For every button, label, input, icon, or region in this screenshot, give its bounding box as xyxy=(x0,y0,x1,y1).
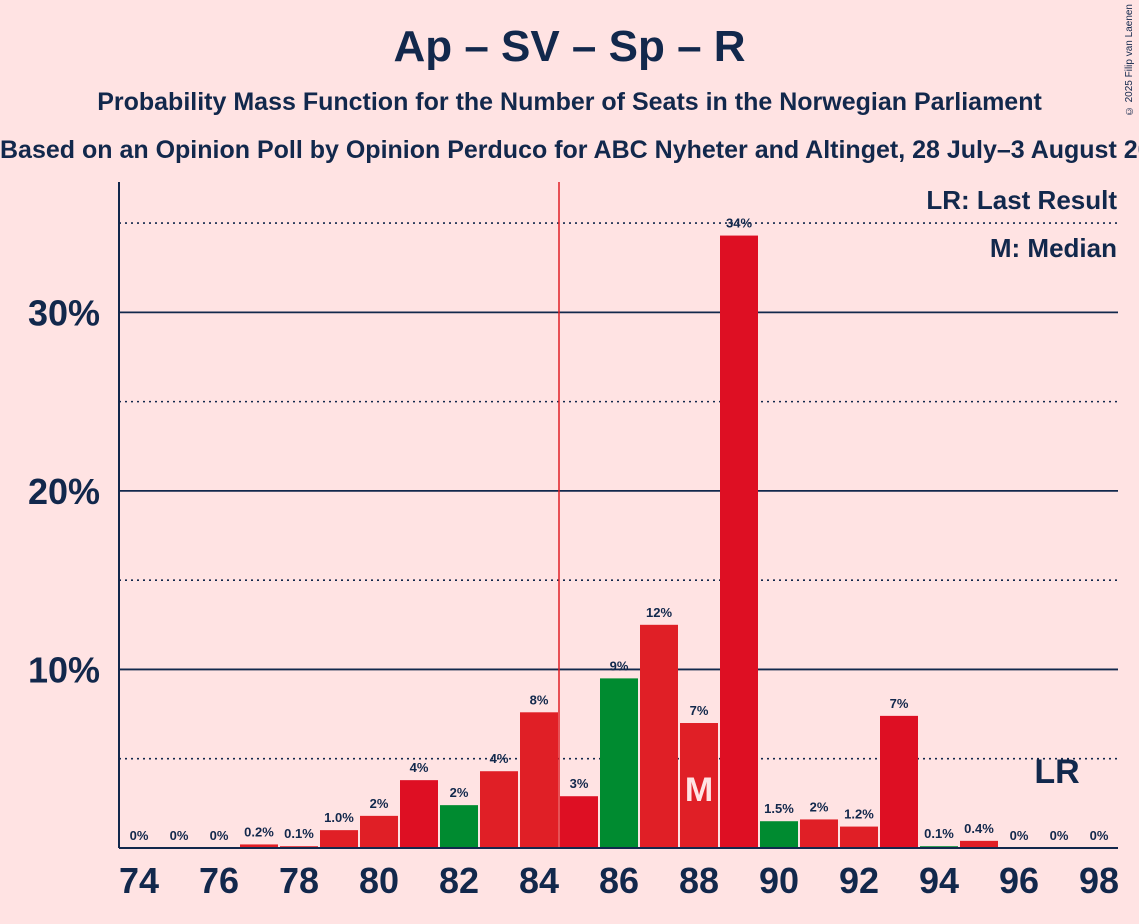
data-label: 0% xyxy=(210,828,229,843)
data-label: 12% xyxy=(646,605,672,620)
data-label: 2% xyxy=(810,799,829,814)
data-label: 0% xyxy=(130,828,149,843)
x-tick-label: 92 xyxy=(839,860,879,901)
data-label: 9% xyxy=(610,658,629,673)
bar-seat-90 xyxy=(760,821,798,848)
data-label: 8% xyxy=(530,692,549,707)
bar-seat-88 xyxy=(680,723,718,848)
last-result-marker: LR xyxy=(1034,753,1079,791)
data-label: 2% xyxy=(370,796,389,811)
x-tick-label: 88 xyxy=(679,860,719,901)
x-tick-label: 78 xyxy=(279,860,319,901)
legend-median: M: Median xyxy=(989,233,1117,263)
bar-seat-84 xyxy=(520,712,558,848)
data-label: 0% xyxy=(170,828,189,843)
bar-seat-95 xyxy=(960,840,998,848)
y-tick-label: 10% xyxy=(28,649,100,690)
bar-seat-77 xyxy=(240,844,278,848)
chart-subtitle-source: Based on an Opinion Poll by Opinion Perd… xyxy=(0,136,1139,164)
data-label: 7% xyxy=(690,703,709,718)
bar-seat-89 xyxy=(720,235,758,849)
data-label: 1.0% xyxy=(324,810,354,825)
y-tick-label: 30% xyxy=(28,292,100,333)
data-label: 3% xyxy=(570,776,589,791)
data-label: 1.5% xyxy=(764,801,794,816)
bar-seat-91 xyxy=(800,819,838,848)
bar-seat-82 xyxy=(440,805,478,848)
bar-seat-92 xyxy=(840,826,878,848)
x-tick-label: 74 xyxy=(119,860,159,901)
x-tick-label: 84 xyxy=(519,860,559,901)
bar-seat-86 xyxy=(600,678,638,848)
median-marker: M xyxy=(685,771,713,809)
bar-seat-79 xyxy=(320,830,358,848)
x-tick-label: 96 xyxy=(999,860,1039,901)
data-label: 7% xyxy=(890,696,909,711)
data-label: 0.1% xyxy=(924,826,954,841)
x-tick-label: 90 xyxy=(759,860,799,901)
bar-seat-83 xyxy=(480,771,518,848)
data-label: 0% xyxy=(1090,828,1109,843)
data-label: 0% xyxy=(1010,828,1029,843)
chart-title: Ap – SV – Sp – R xyxy=(393,22,746,71)
x-tick-label: 82 xyxy=(439,860,479,901)
x-tick-label: 94 xyxy=(919,860,959,901)
bar-seat-85 xyxy=(560,796,598,848)
bar-seat-80 xyxy=(360,815,398,848)
y-tick-label: 20% xyxy=(28,471,100,512)
bar-seat-87 xyxy=(640,624,678,848)
x-tick-label: 98 xyxy=(1079,860,1119,901)
legend-last-result: LR: Last Result xyxy=(926,185,1117,215)
x-tick-label: 80 xyxy=(359,860,399,901)
data-label: 0.1% xyxy=(284,826,314,841)
data-label: 0% xyxy=(1050,828,1069,843)
data-label: 34% xyxy=(726,216,752,231)
bar-seat-93 xyxy=(880,715,918,848)
data-label: 2% xyxy=(450,785,469,800)
data-label: 4% xyxy=(410,760,429,775)
chart-subtitle: Probability Mass Function for the Number… xyxy=(97,88,1042,116)
x-tick-label: 76 xyxy=(199,860,239,901)
data-label: 1.2% xyxy=(844,807,874,822)
data-label: 0.2% xyxy=(244,824,274,839)
data-label: 4% xyxy=(490,751,509,766)
x-tick-label: 86 xyxy=(599,860,639,901)
bar-seat-81 xyxy=(400,780,438,848)
data-label: 0.4% xyxy=(964,821,994,836)
